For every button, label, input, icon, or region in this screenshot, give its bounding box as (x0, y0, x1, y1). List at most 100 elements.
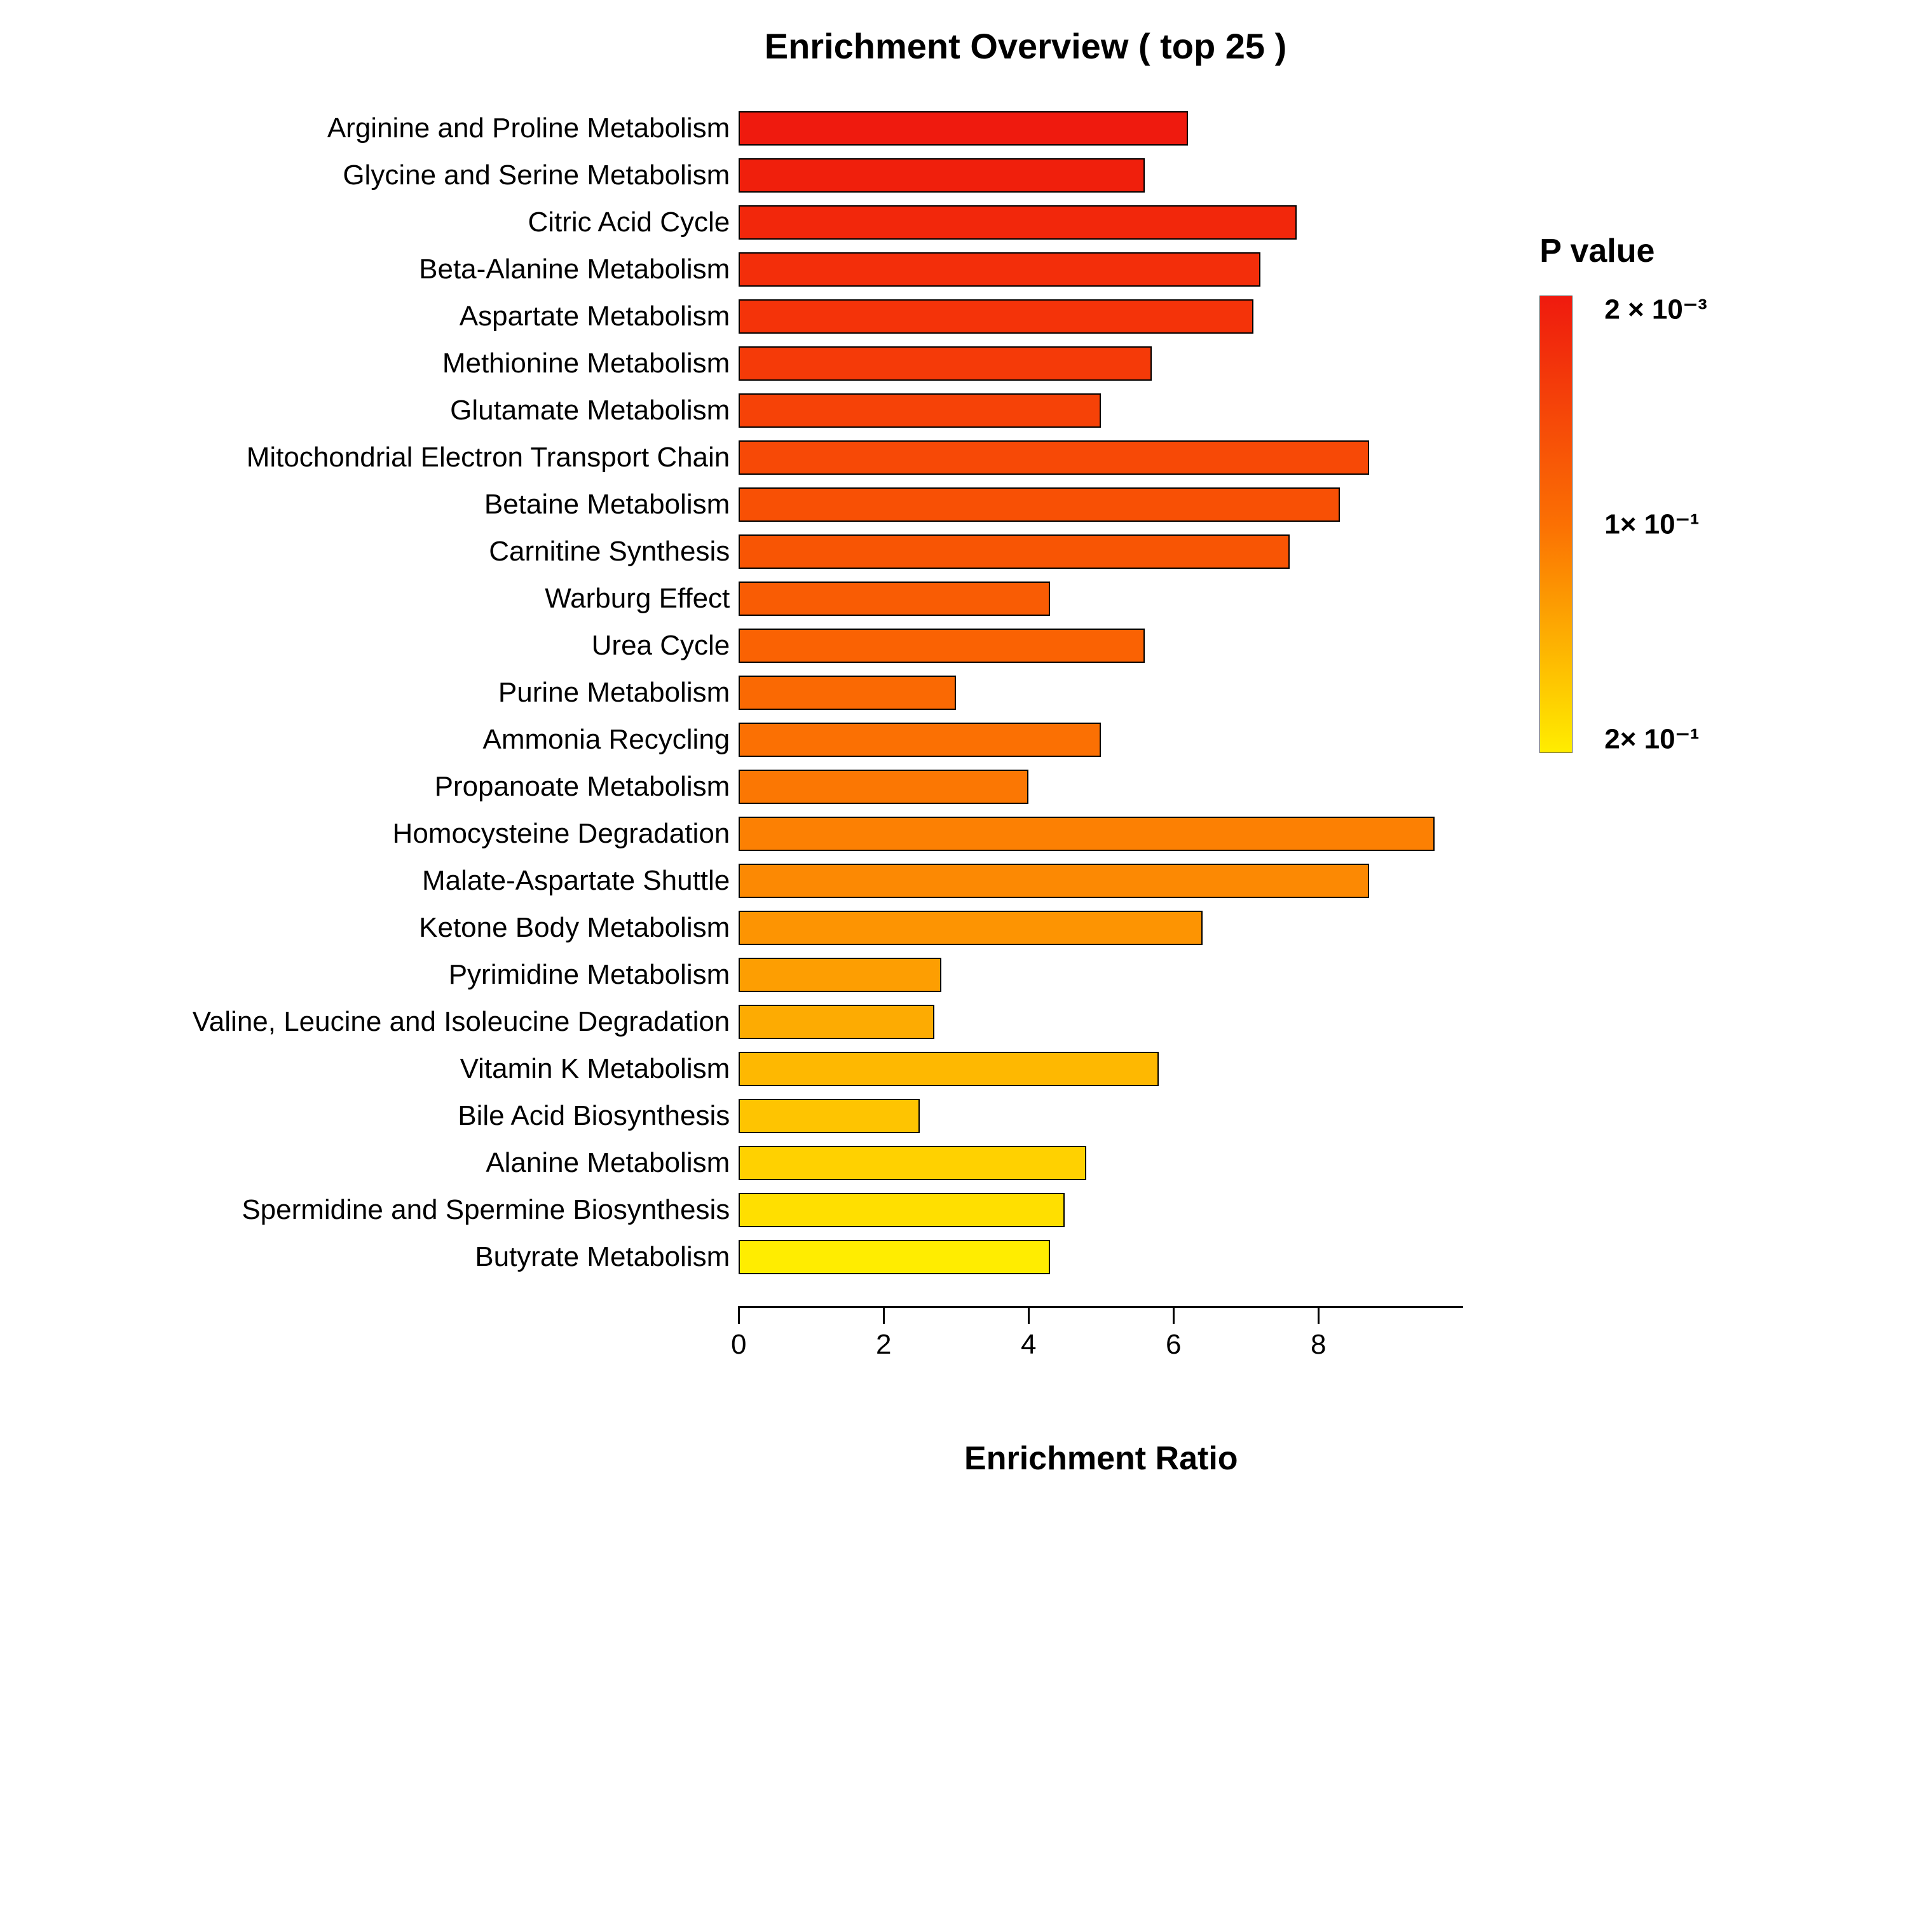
color-legend: P value 2 × 10⁻³ 1× 10⁻¹ 2× 10⁻¹ (1539, 105, 1731, 753)
x-axis-tick-label: 8 (1311, 1329, 1326, 1361)
x-axis-tick (1318, 1306, 1320, 1324)
bar (739, 911, 1203, 945)
y-axis-labels: Arginine and Proline MetabolismGlycine a… (193, 105, 739, 1281)
x-axis-title: Enrichment Ratio (739, 1439, 1463, 1478)
legend-tick-label: 2 × 10⁻³ (1604, 293, 1707, 325)
bar-label: Betaine Metabolism (484, 481, 730, 528)
bar-label: Arginine and Proline Metabolism (327, 105, 730, 152)
legend-tick-label: 2× 10⁻¹ (1604, 723, 1699, 756)
legend-tick-label: 1× 10⁻¹ (1604, 508, 1699, 541)
bar (739, 440, 1369, 475)
bar-row (739, 1092, 1463, 1139)
bar-row (739, 951, 1463, 998)
bar-row (739, 293, 1463, 340)
bar (739, 958, 941, 992)
bar-row (739, 1045, 1463, 1092)
bar-row (739, 199, 1463, 246)
bar-row (739, 575, 1463, 622)
bar (739, 1146, 1086, 1180)
bar-label: Valine, Leucine and Isoleucine Degradati… (193, 998, 730, 1045)
bar (739, 252, 1260, 287)
bar-row (739, 669, 1463, 716)
legend-colorbar (1539, 296, 1573, 753)
bar-label: Glutamate Metabolism (450, 387, 730, 434)
bar-label: Aspartate Metabolism (460, 293, 730, 340)
x-axis-line (739, 1306, 1463, 1308)
bar (739, 770, 1028, 804)
bar-row (739, 763, 1463, 810)
x-axis-tick (883, 1306, 885, 1324)
bar-row (739, 904, 1463, 951)
enrichment-chart: Enrichment Overview ( top 25 ) Arginine … (25, 25, 1899, 1478)
x-axis-tick-label: 2 (876, 1329, 891, 1361)
chart-body: Arginine and Proline MetabolismGlycine a… (193, 105, 1732, 1478)
bar (739, 534, 1289, 569)
bar (739, 1005, 934, 1039)
bar-label: Carnitine Synthesis (489, 528, 730, 575)
legend-title: P value (1539, 232, 1731, 270)
bar-row (739, 716, 1463, 763)
bar (739, 864, 1369, 898)
x-axis-tick-label: 6 (1166, 1329, 1181, 1361)
x-axis-tick (738, 1306, 740, 1324)
bar-row (739, 1187, 1463, 1234)
bar-label: Vitamin K Metabolism (460, 1045, 730, 1092)
bar (739, 629, 1144, 663)
bar-label: Warburg Effect (545, 575, 730, 622)
bar (739, 346, 1152, 381)
bar-row (739, 1139, 1463, 1187)
bar-row (739, 998, 1463, 1045)
bar (739, 299, 1253, 334)
bar-label: Malate-Aspartate Shuttle (422, 857, 730, 904)
bar (739, 1193, 1065, 1227)
bar (739, 158, 1144, 193)
bar-label: Ketone Body Metabolism (419, 904, 730, 951)
bar (739, 817, 1434, 851)
bar-row (739, 434, 1463, 481)
bar-label: Alanine Metabolism (486, 1139, 730, 1187)
bar-label: Glycine and Serine Metabolism (343, 152, 730, 199)
bars-container (739, 105, 1463, 1281)
bar-label: Pyrimidine Metabolism (449, 951, 730, 998)
bar-label: Beta-Alanine Metabolism (419, 246, 730, 293)
bar (739, 1052, 1159, 1086)
bar-row (739, 810, 1463, 857)
bar-label: Ammonia Recycling (482, 716, 730, 763)
bar-row (739, 1234, 1463, 1281)
bar-row (739, 340, 1463, 387)
legend-tick-labels: 2 × 10⁻³ 1× 10⁻¹ 2× 10⁻¹ (1604, 296, 1731, 753)
bar-row (739, 105, 1463, 152)
bar-row (739, 528, 1463, 575)
bar-label: Homocysteine Degradation (393, 810, 730, 857)
bar (739, 1099, 920, 1133)
chart-title: Enrichment Overview ( top 25 ) (638, 25, 1287, 67)
bar-row (739, 481, 1463, 528)
bar (739, 487, 1340, 522)
bar-row (739, 622, 1463, 669)
bar (739, 676, 956, 710)
bar-label: Butyrate Metabolism (475, 1234, 730, 1281)
bar-row (739, 857, 1463, 904)
bar-label: Urea Cycle (592, 622, 730, 669)
bar-row (739, 152, 1463, 199)
bar (739, 205, 1297, 240)
bar (739, 111, 1188, 146)
legend-body: 2 × 10⁻³ 1× 10⁻¹ 2× 10⁻¹ (1539, 296, 1731, 753)
bar-label: Methionine Metabolism (442, 340, 730, 387)
bar-label: Mitochondrial Electron Transport Chain (247, 434, 730, 481)
bar-label: Propanoate Metabolism (435, 763, 730, 810)
bar-row (739, 246, 1463, 293)
bar-label: Spermidine and Spermine Biosynthesis (242, 1187, 730, 1234)
x-axis-tick-label: 4 (1021, 1329, 1036, 1361)
bar (739, 582, 1050, 616)
bar-label: Citric Acid Cycle (528, 199, 730, 246)
plot-area: 02468 Enrichment Ratio (739, 105, 1463, 1478)
bar (739, 393, 1101, 428)
x-axis-tick-label: 0 (731, 1329, 746, 1361)
x-axis-tick (1173, 1306, 1175, 1324)
bar-label: Bile Acid Biosynthesis (458, 1092, 730, 1139)
bar-row (739, 387, 1463, 434)
x-axis: 02468 (739, 1306, 1463, 1370)
x-axis-tick (1028, 1306, 1030, 1324)
bar-label: Purine Metabolism (498, 669, 730, 716)
